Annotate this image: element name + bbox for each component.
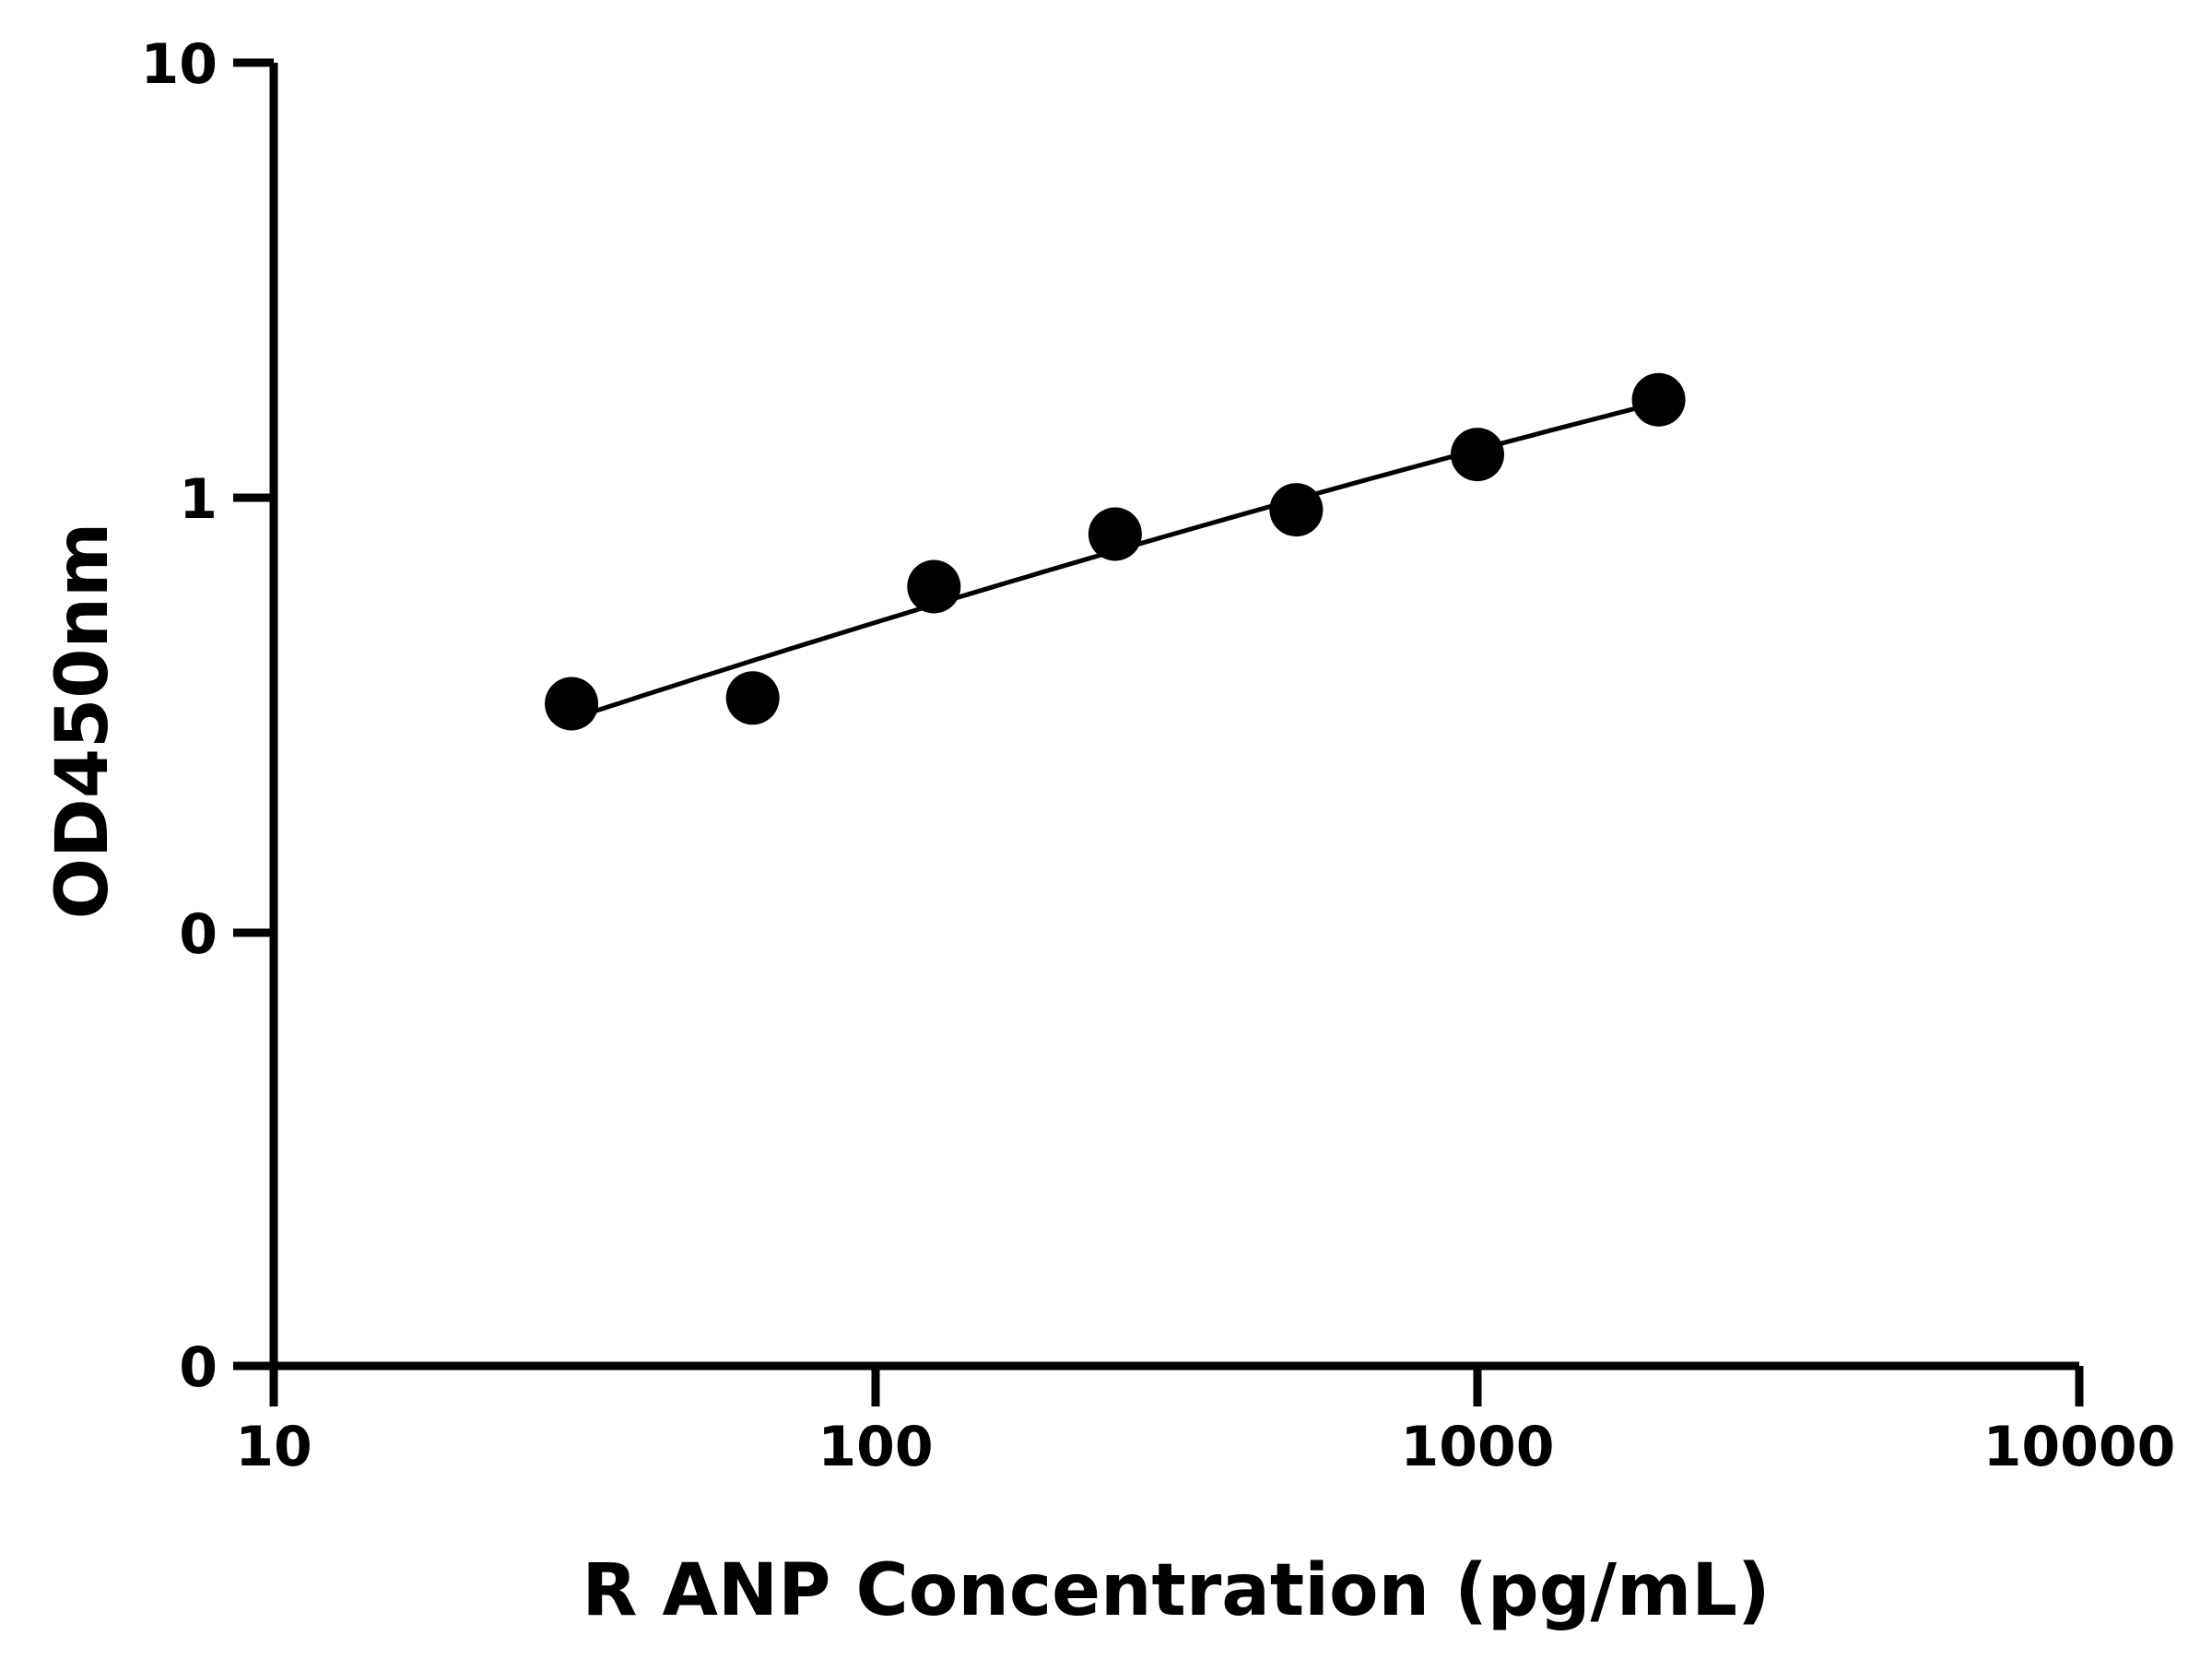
data-point — [1631, 372, 1686, 427]
data-point — [545, 677, 599, 731]
y-tick-label: 10 — [141, 32, 218, 97]
y-tick-label: 0 — [179, 902, 218, 967]
x-axis-title: R ANP Concentration (pg/mL) — [582, 1549, 1770, 1632]
axes — [233, 63, 2079, 1371]
x-tick-label: 1000 — [1401, 1415, 1555, 1479]
data-point — [907, 559, 961, 614]
data-point — [725, 671, 780, 725]
y-tick-label: 0 — [179, 1335, 218, 1400]
data-point — [1269, 483, 1324, 537]
x-ticks: 10 100 1000 10000 — [235, 1366, 2175, 1479]
x-tick-label: 10000 — [1983, 1415, 2176, 1479]
data-point — [1451, 428, 1504, 482]
x-tick-label: 10 — [235, 1415, 312, 1479]
x-tick-label: 100 — [818, 1415, 933, 1479]
data-point — [1088, 507, 1142, 561]
data-points — [545, 372, 1686, 731]
y-tick-label: 1 — [179, 467, 218, 532]
y-axis-title: OD450nm — [41, 523, 124, 920]
